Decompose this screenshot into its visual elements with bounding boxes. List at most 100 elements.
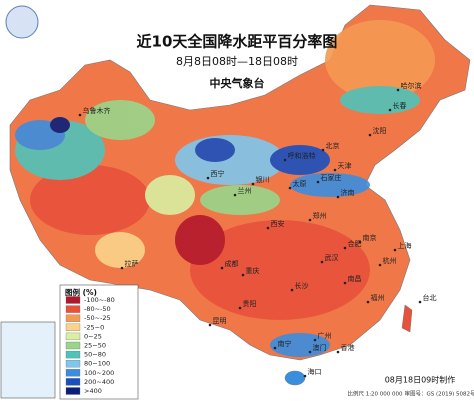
city-label: 拉萨 — [125, 259, 139, 268]
city-label: 广州 — [318, 331, 332, 340]
taiwan — [401, 304, 413, 333]
city-label: 澳门 — [313, 343, 327, 352]
city-label: 杭州 — [383, 256, 397, 265]
city-label: 昆明 — [213, 317, 227, 325]
legend-label: -50~-25 — [84, 314, 111, 322]
legend-label: 25~50 — [84, 342, 106, 350]
city-label: 北京 — [326, 141, 340, 150]
legend-items: -100~-80-80~-50-50~-25-25~00~25 25~5050~8… — [65, 296, 115, 395]
legend-label: 200~400 — [84, 378, 114, 386]
city-label: 银川 — [256, 175, 270, 184]
city-dot — [208, 323, 212, 327]
city-dot — [233, 193, 237, 197]
patch — [175, 215, 225, 265]
city-dot — [220, 266, 224, 270]
city-dot — [238, 306, 242, 310]
legend-label: 50~80 — [84, 351, 106, 359]
legend-swatch — [65, 323, 81, 331]
city-label: 石家庄 — [321, 173, 342, 182]
city-dot — [308, 218, 312, 222]
south-sea-inset — [0, 321, 56, 399]
subtitle: 8月8日08时—18日08时 — [176, 55, 298, 68]
hainan — [284, 370, 306, 386]
legend-label: >400 — [84, 387, 102, 395]
cities: 乌鲁木齐拉萨西宁兰州银川呼和浩特北京天津石家庄太原济南郑州西安成都重庆贵阳昆明南… — [78, 81, 437, 378]
patch — [145, 175, 195, 215]
city-dot — [343, 246, 347, 250]
city-dot — [78, 113, 82, 117]
legend-label: 80~100 — [84, 360, 110, 368]
city-dot — [343, 281, 347, 285]
patch — [95, 232, 145, 268]
legend-label: 0~25 — [84, 332, 102, 340]
legend-swatch — [65, 369, 81, 377]
legend-swatch — [65, 378, 81, 386]
city-dot — [308, 350, 312, 354]
city-dot — [303, 374, 307, 378]
city-label: 长春 — [393, 101, 407, 110]
city-dot — [388, 108, 392, 112]
approval: 审图号：GS (2019) 5082号 — [404, 390, 474, 398]
city-label: 天津 — [338, 162, 352, 170]
city-label: 济南 — [341, 188, 355, 197]
city-label: 南京 — [363, 233, 377, 242]
city-dot — [313, 338, 317, 342]
city-dot — [396, 88, 400, 92]
city-dot — [290, 288, 294, 292]
city-dot — [366, 300, 370, 304]
city-label: 西宁 — [211, 169, 225, 178]
city-dot — [321, 148, 325, 152]
legend-swatch — [65, 332, 81, 341]
title: 近10天全国降水距平百分率图 — [137, 33, 338, 51]
city-label: 郑州 — [313, 212, 327, 220]
city-label: 福州 — [371, 293, 385, 302]
city-dot — [120, 266, 124, 270]
city-label: 上海 — [398, 241, 412, 250]
city-label: 合肥 — [348, 239, 362, 248]
city-label: 香港 — [341, 343, 355, 352]
city-dot — [320, 260, 324, 264]
legend-swatch — [65, 387, 81, 395]
city-dot — [241, 273, 245, 277]
city-dot — [206, 176, 210, 180]
city-label: 西安 — [271, 219, 285, 228]
patch — [200, 185, 280, 215]
city-label: 重庆 — [246, 266, 260, 275]
patch — [195, 138, 235, 162]
city-label: 成都 — [225, 259, 239, 268]
patch — [290, 173, 370, 197]
city-label: 兰州 — [238, 186, 252, 195]
logo — [5, 5, 39, 39]
legend-label: -80~-50 — [84, 305, 111, 313]
legend-swatch — [65, 305, 81, 313]
legend-swatch — [65, 314, 81, 322]
patch — [30, 165, 150, 235]
legend-label: 100~200 — [84, 369, 114, 377]
patch — [325, 20, 435, 100]
city-dot — [378, 263, 382, 267]
city-label: 台北 — [423, 293, 437, 302]
city-dot — [288, 186, 292, 190]
city-label: 呼和浩特 — [288, 151, 316, 160]
city-label: 太原 — [293, 179, 307, 188]
city-dot — [316, 180, 320, 184]
patch — [190, 220, 370, 320]
patch — [340, 86, 420, 114]
legend-title: 图例 (%) — [65, 287, 97, 297]
patch — [85, 100, 155, 140]
city-label: 海口 — [308, 367, 322, 376]
city-dot — [266, 226, 270, 230]
anomaly-patches — [15, 20, 435, 357]
city-dot — [333, 168, 337, 172]
city-dot — [336, 195, 340, 199]
legend-swatch — [65, 360, 81, 368]
patch — [50, 117, 70, 133]
legend-swatch — [65, 341, 81, 350]
city-label: 南宁 — [278, 339, 292, 348]
scale: 比例尺 1:20 000 000 — [347, 390, 403, 398]
city-dot — [418, 300, 422, 304]
legend-label: -25~0 — [84, 323, 104, 331]
city-dot — [273, 346, 277, 350]
city-label: 武汉 — [325, 253, 339, 262]
